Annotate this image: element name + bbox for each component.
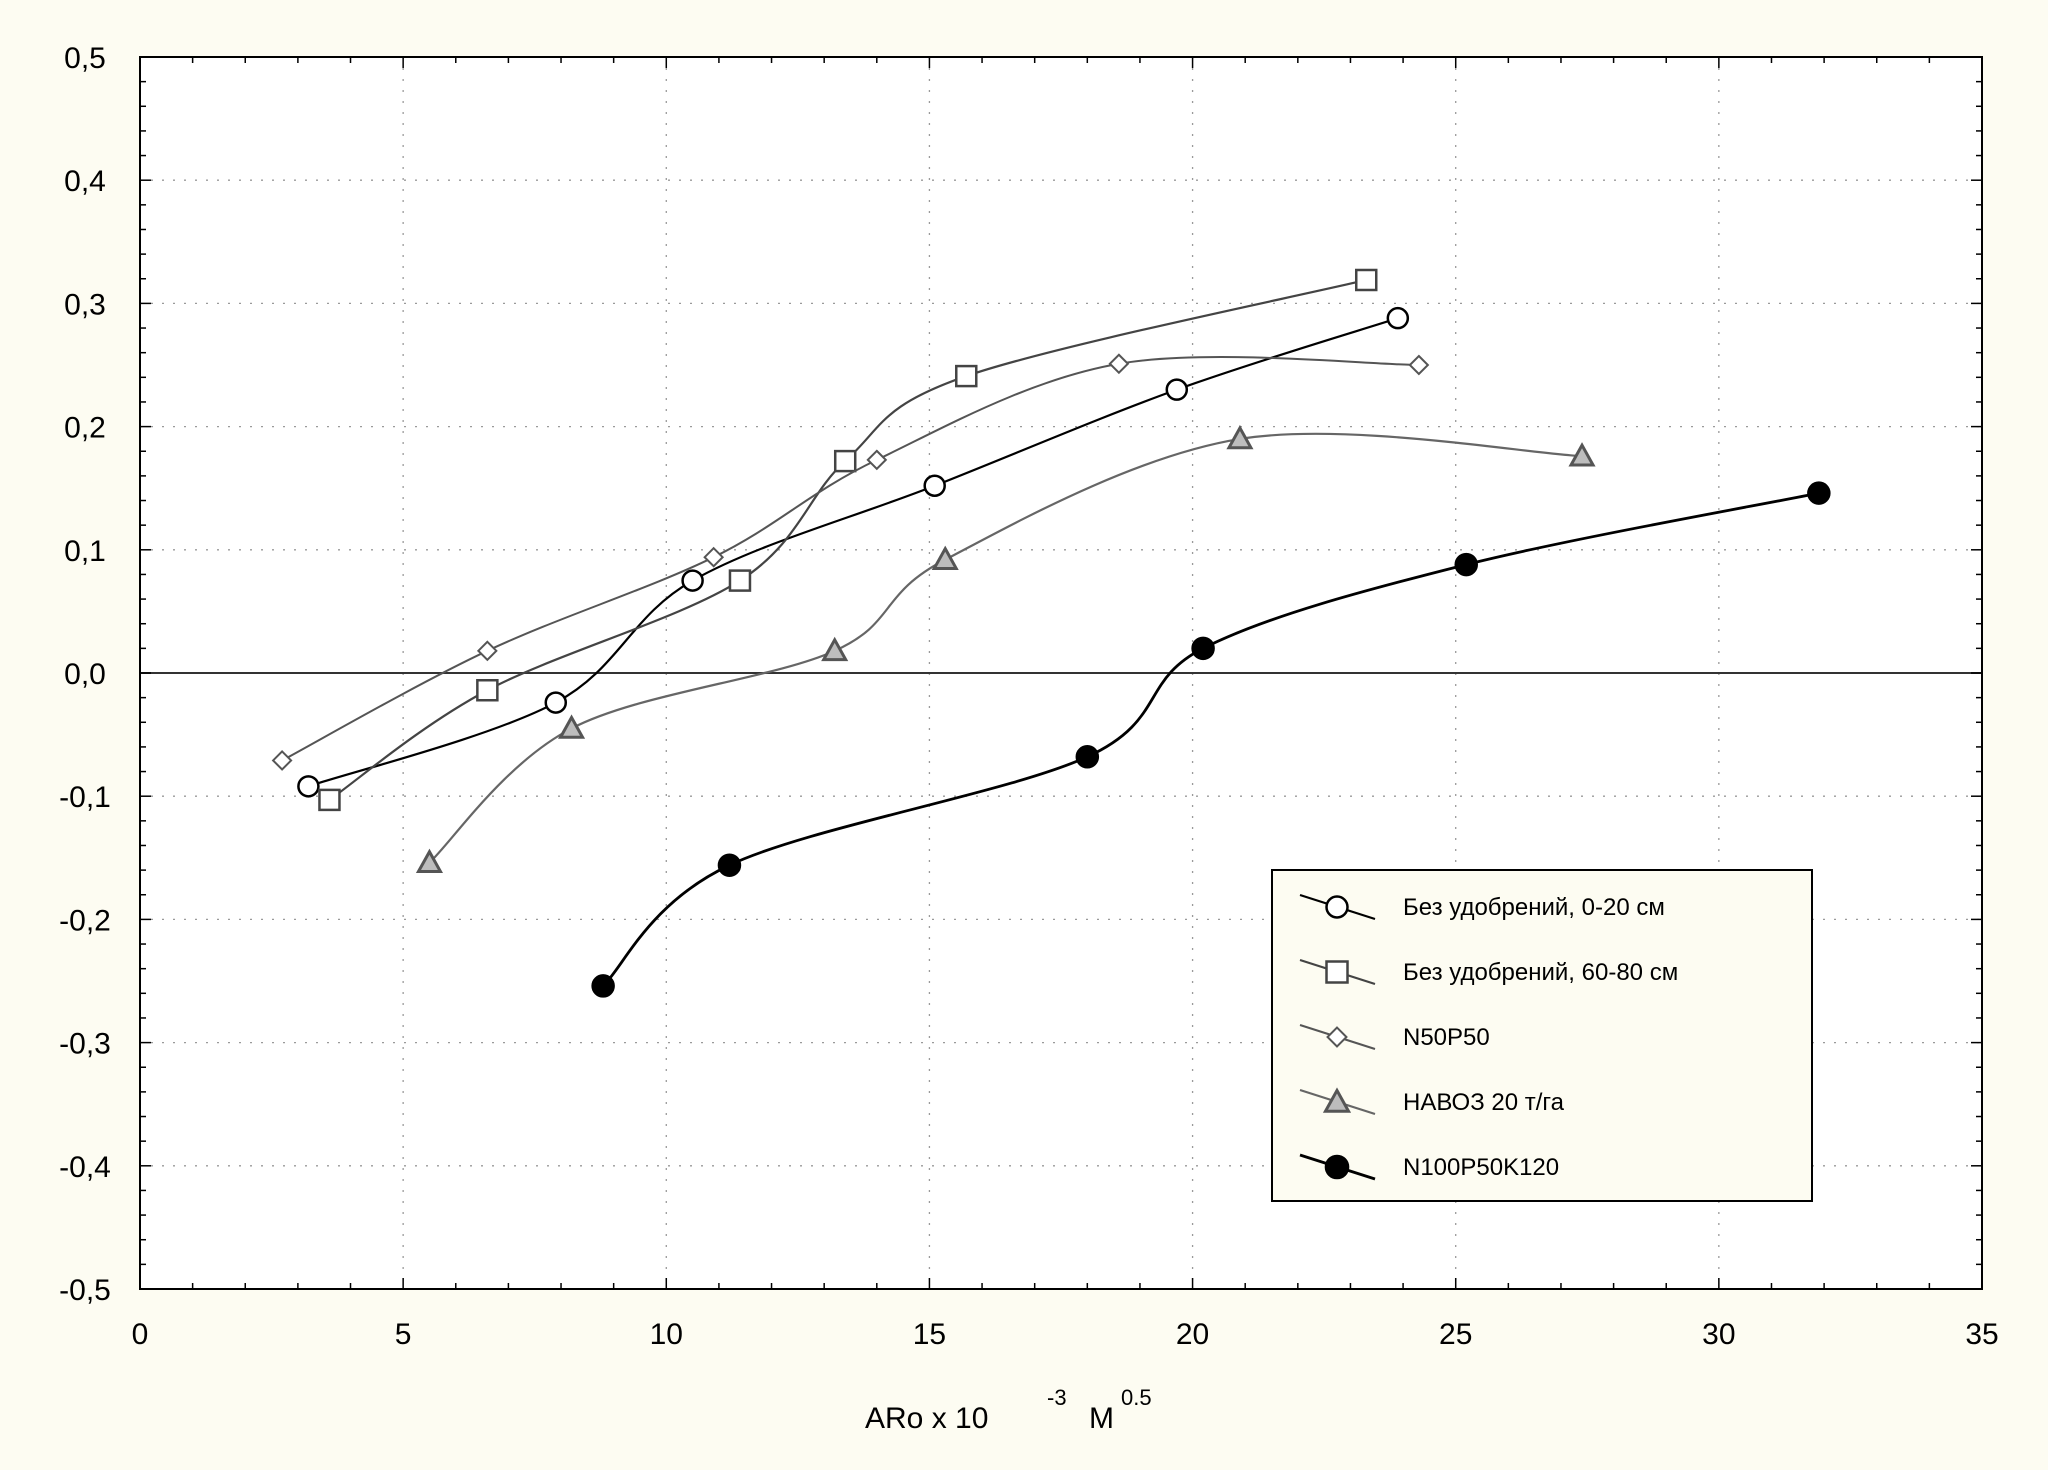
series-3 bbox=[271, 353, 1430, 771]
data-point bbox=[955, 364, 978, 388]
legend-marker bbox=[1324, 1154, 1350, 1180]
legend-marker bbox=[1325, 960, 1349, 984]
legend-marker bbox=[1325, 895, 1349, 919]
data-point bbox=[297, 775, 320, 798]
y-tick-label: 0,4 bbox=[64, 165, 106, 198]
data-point bbox=[1408, 354, 1430, 376]
data-point bbox=[821, 636, 849, 662]
y-tick-label: -0,3 bbox=[59, 1028, 111, 1061]
y-tick-label: 0,5 bbox=[64, 42, 106, 75]
legend-entry: Без удобрений, 0-20 см bbox=[1299, 893, 1665, 921]
data-point bbox=[476, 678, 499, 702]
series-1 bbox=[297, 306, 1410, 798]
tick-labels: 0 5 10 15 20 25 30 35 0,5 0,4 0,3 0,2 0,1 0,0 -0,1 -0,2… bbox=[59, 42, 1999, 1351]
legend-label: N100P50K120 bbox=[1403, 1154, 1559, 1181]
data-point bbox=[703, 546, 725, 568]
legend-entry: N50P50 bbox=[1299, 1024, 1490, 1051]
x-tick-label: 25 bbox=[1439, 1318, 1472, 1351]
data-point bbox=[866, 449, 888, 471]
data-point bbox=[1075, 745, 1100, 769]
y-tick-label: 0,2 bbox=[64, 412, 106, 445]
legend-label: Без удобрений, 0-20 см bbox=[1403, 894, 1665, 921]
data-point bbox=[1226, 424, 1254, 450]
legend: Без удобрений, 0-20 см Без удобрений, 60-… bbox=[1271, 869, 1813, 1202]
legend-marker bbox=[1322, 1087, 1352, 1113]
data-point bbox=[591, 974, 615, 998]
data-point bbox=[271, 750, 293, 771]
data-point bbox=[717, 853, 742, 877]
y-tick-label: -0,4 bbox=[59, 1151, 111, 1184]
x-tick-label: 35 bbox=[1965, 1318, 1998, 1351]
data-point bbox=[1354, 268, 1378, 292]
x-tick-label: 5 bbox=[395, 1318, 412, 1351]
series-line bbox=[308, 317, 1399, 788]
data-point bbox=[558, 714, 586, 739]
data-point bbox=[833, 449, 857, 473]
data-point bbox=[681, 569, 704, 592]
series-2 bbox=[318, 268, 1378, 812]
series-5 bbox=[591, 481, 1831, 998]
data-point bbox=[544, 691, 568, 714]
series-line bbox=[281, 356, 1419, 762]
y-tick-label: 0,1 bbox=[64, 535, 106, 568]
data-point bbox=[1386, 306, 1410, 330]
x-tick-label: 10 bbox=[650, 1318, 683, 1351]
data-point bbox=[1807, 481, 1831, 505]
data-point bbox=[1568, 442, 1596, 467]
x-tick-label: 20 bbox=[1176, 1318, 1209, 1351]
y-tick-label: 0,0 bbox=[64, 658, 106, 691]
data-point bbox=[728, 569, 752, 592]
x-axis-label-unit-exponent: 0.5 bbox=[1121, 1385, 1152, 1410]
data-point bbox=[415, 848, 444, 874]
data-point bbox=[1191, 636, 1215, 661]
data-point bbox=[931, 545, 959, 570]
legend-label: Без удобрений, 60-80 см bbox=[1403, 959, 1678, 986]
legend-entry: НАВОЗ 20 т/га bbox=[1299, 1087, 1565, 1116]
x-axis-label-unit: M bbox=[1089, 1402, 1114, 1435]
data-point bbox=[1454, 552, 1478, 577]
legend-entry: Без удобрений, 60-80 см bbox=[1299, 958, 1678, 986]
x-axis-label: ARo x 10 bbox=[865, 1402, 988, 1435]
x-axis-label-exponent: -3 bbox=[1047, 1385, 1067, 1410]
data-point bbox=[476, 640, 498, 662]
series-layer bbox=[271, 268, 1831, 998]
x-tick-label: 30 bbox=[1702, 1318, 1735, 1351]
y-tick-label: 0,3 bbox=[64, 288, 106, 321]
y-tick-label: -0,1 bbox=[59, 781, 111, 814]
y-tick-label: -0,2 bbox=[59, 904, 111, 937]
legend-label: НАВОЗ 20 т/га bbox=[1403, 1089, 1565, 1116]
legend-entry: N100P50K120 bbox=[1299, 1153, 1559, 1181]
legend-marker bbox=[1326, 1026, 1348, 1048]
x-tick-label: 0 bbox=[132, 1318, 149, 1351]
legend-label: N50P50 bbox=[1403, 1024, 1490, 1051]
legend-box bbox=[1271, 869, 1813, 1202]
y-tick-label: -0,5 bbox=[59, 1274, 111, 1307]
data-point bbox=[318, 788, 341, 812]
plot-frame bbox=[139, 56, 1983, 1290]
data-point bbox=[923, 474, 946, 497]
data-point bbox=[1165, 378, 1189, 401]
series-4 bbox=[415, 424, 1596, 874]
data-point bbox=[1108, 353, 1130, 375]
x-tick-label: 15 bbox=[913, 1318, 946, 1351]
